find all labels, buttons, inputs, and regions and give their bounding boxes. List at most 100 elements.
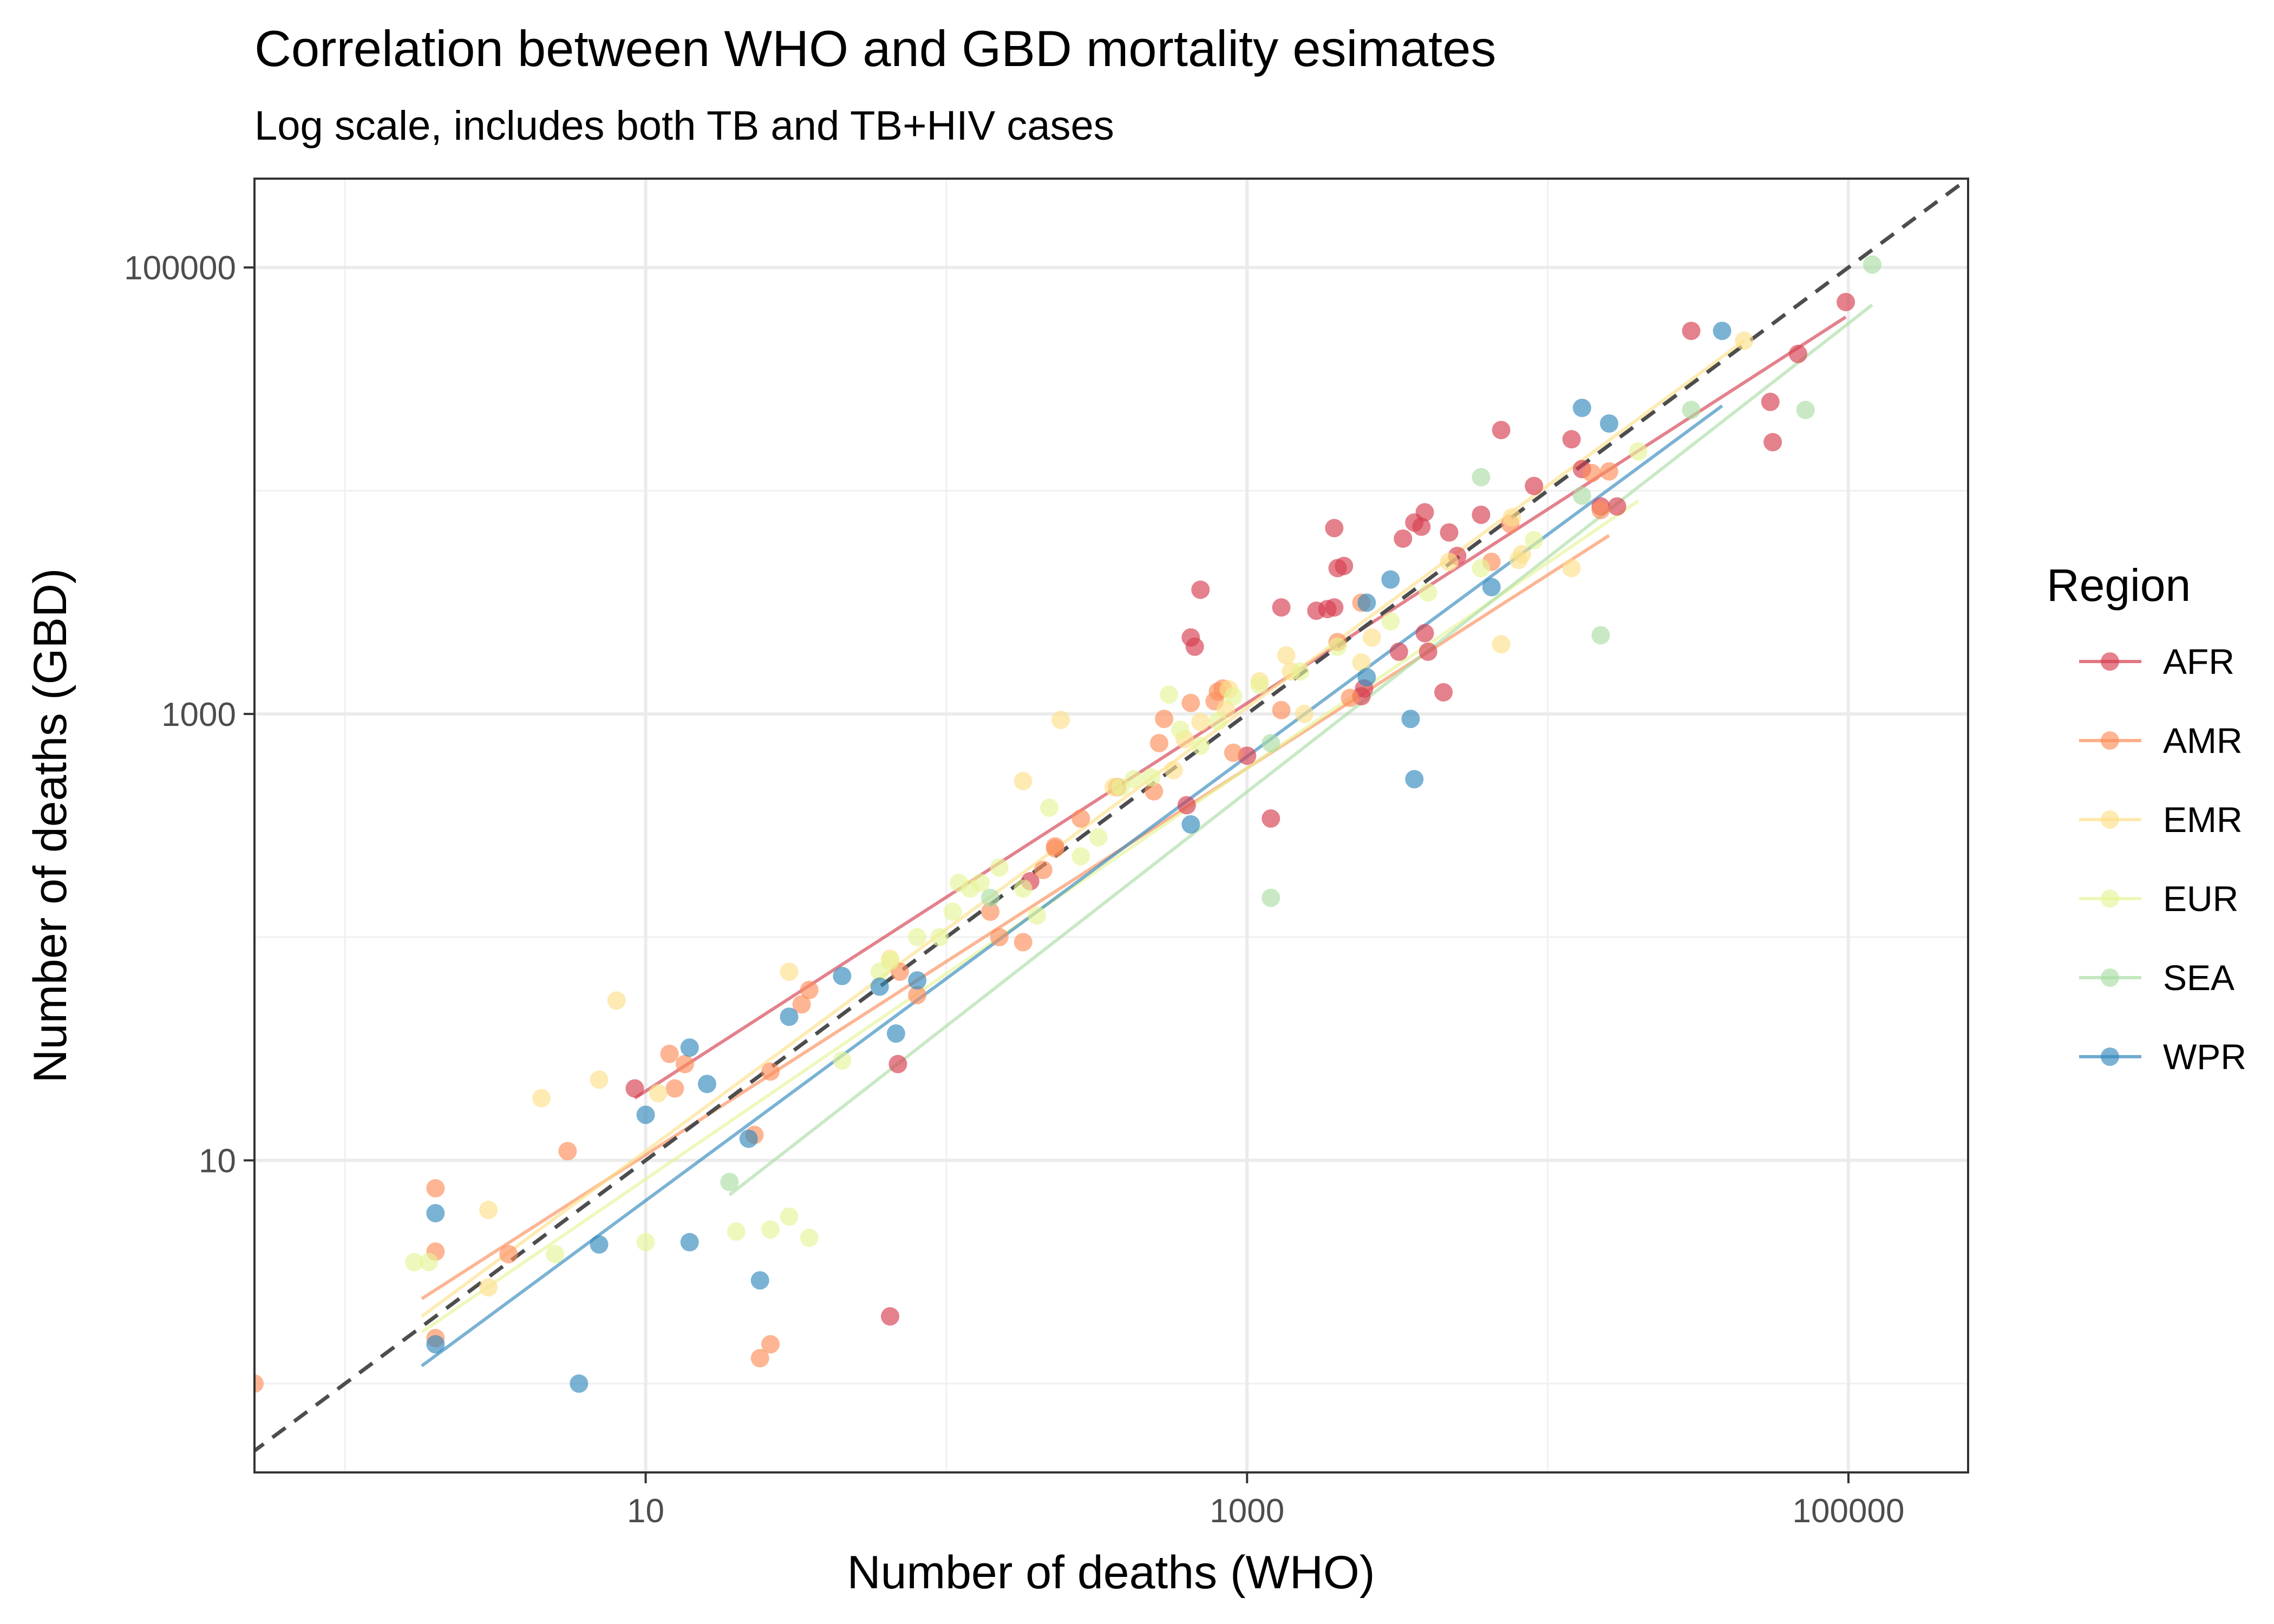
point-wpr <box>426 1335 445 1354</box>
point-afr <box>1682 322 1701 340</box>
chart-subtitle: Log scale, includes both TB and TB+HIV c… <box>254 103 1114 149</box>
point-amr <box>1149 734 1168 752</box>
point-wpr <box>1713 322 1731 340</box>
chart-title: Correlation between WHO and GBD mortalit… <box>254 20 1496 77</box>
y-axis-title: Number of deaths (GBD) <box>24 568 76 1083</box>
point-emr <box>649 1084 668 1103</box>
point-amr <box>499 1245 518 1263</box>
point-wpr <box>1181 815 1200 834</box>
point-wpr <box>1482 578 1501 597</box>
point-wpr <box>870 977 889 996</box>
point-afr <box>1325 598 1344 617</box>
point-sea <box>981 888 1000 907</box>
point-eur <box>930 928 949 947</box>
point-emr <box>479 1278 498 1297</box>
point-amr <box>1272 700 1291 719</box>
point-amr <box>1145 782 1164 801</box>
point-eur <box>1040 798 1059 817</box>
point-amr <box>750 1348 769 1367</box>
legend-item-afr: AFR <box>2079 641 2234 682</box>
point-eur <box>761 1220 780 1239</box>
trend-lines <box>421 303 1873 1367</box>
point-afr <box>1492 421 1511 440</box>
point-afr <box>1262 809 1280 828</box>
point-eur <box>1191 736 1210 755</box>
point-emr <box>479 1201 498 1220</box>
point-afr <box>1440 523 1459 542</box>
point-eur <box>1328 637 1347 656</box>
point-amr <box>1582 463 1601 482</box>
x-axis-title: Number of deaths (WHO) <box>847 1547 1375 1599</box>
point-amr <box>1155 710 1174 729</box>
legend-item-emr: EMR <box>2079 800 2243 840</box>
point-amr <box>1034 861 1053 880</box>
trend-line-emr <box>421 339 1746 1318</box>
point-eur <box>1071 847 1090 866</box>
y-tick-label: 1000 <box>161 696 236 734</box>
point-afr <box>1562 430 1581 449</box>
point-emr <box>1352 653 1371 672</box>
point-emr <box>590 1070 609 1089</box>
point-eur <box>1224 687 1243 706</box>
point-amr <box>254 1374 264 1393</box>
x-tick-label: 100000 <box>1793 1492 1905 1530</box>
point-sea <box>1262 734 1280 752</box>
legend-key-dot <box>2101 968 2119 987</box>
point-emr <box>1562 559 1581 578</box>
legend-item-amr: AMR <box>2079 721 2243 761</box>
point-amr <box>1014 933 1033 952</box>
point-eur <box>636 1233 655 1252</box>
point-wpr <box>1357 668 1376 687</box>
point-afr <box>1525 476 1544 495</box>
point-amr <box>792 995 811 1014</box>
point-amr <box>761 1062 780 1081</box>
point-wpr <box>833 966 852 985</box>
point-emr <box>780 962 799 981</box>
point-eur <box>908 928 927 947</box>
point-eur <box>943 902 962 921</box>
point-wpr <box>590 1235 609 1254</box>
point-sea <box>1591 626 1610 645</box>
point-afr <box>625 1079 644 1098</box>
point-wpr <box>570 1374 589 1393</box>
point-afr <box>1608 497 1626 516</box>
point-eur <box>833 1051 852 1070</box>
point-sea <box>1863 255 1881 274</box>
point-eur <box>780 1207 799 1226</box>
point-amr <box>426 1179 445 1198</box>
legend-label: SEA <box>2163 958 2234 998</box>
y-tick-label: 100000 <box>124 250 236 287</box>
point-amr <box>1045 839 1064 858</box>
point-wpr <box>636 1105 655 1124</box>
point-amr <box>1591 500 1610 519</box>
point-sea <box>1262 888 1280 907</box>
point-afr <box>1788 344 1807 363</box>
legend-item-wpr: WPR <box>2079 1037 2246 1077</box>
legend-label: AMR <box>2163 721 2243 761</box>
point-afr <box>1177 796 1196 815</box>
legend-label: EUR <box>2163 879 2238 919</box>
point-eur <box>1381 612 1400 631</box>
point-wpr <box>1572 398 1591 417</box>
point-eur <box>1142 768 1161 787</box>
point-afr <box>881 1307 900 1326</box>
point-amr <box>990 928 1009 947</box>
legend-key-dot <box>2101 652 2119 671</box>
point-wpr <box>1357 593 1376 612</box>
point-afr <box>1185 637 1204 656</box>
point-emr <box>1191 712 1210 731</box>
point-wpr <box>1405 770 1424 789</box>
point-afr <box>1415 624 1434 643</box>
x-tick-label: 10 <box>627 1492 664 1530</box>
legend-key-dot <box>2101 810 2119 829</box>
point-amr <box>761 1335 780 1354</box>
point-eur <box>1028 906 1047 925</box>
y-tick-label: 10 <box>199 1143 236 1180</box>
point-eur <box>1419 583 1437 602</box>
point-afr <box>1415 503 1434 522</box>
point-amr <box>1071 809 1090 828</box>
point-wpr <box>1381 570 1400 589</box>
legend-title: Region <box>2047 560 2191 611</box>
point-eur <box>881 952 900 971</box>
